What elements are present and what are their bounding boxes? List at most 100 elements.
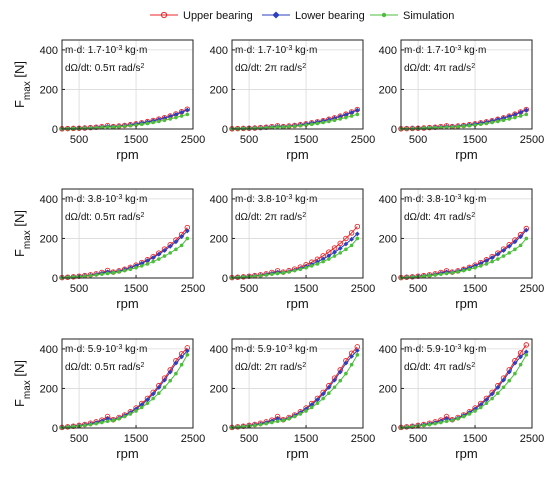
point-sim [450,418,455,423]
point-lower [179,234,185,240]
point-sim [332,254,337,258]
tick-label-x: 2500 [181,433,205,445]
tick-label-x: 500 [70,134,88,146]
point-sim [321,120,325,125]
tick-label-y: 400 [40,194,58,206]
tick-label-y: 200 [40,84,58,96]
point-lower [518,109,524,115]
tick-label-y: 400 [379,45,397,57]
panel-1-1: 500 1500 2500 0 200 400 m·d: 1.7·10-3 kg·m dΩ/d… [12,39,205,162]
point-sim [94,273,98,277]
point-lower [343,360,349,366]
point-lower [518,234,524,240]
axis-label-y-subscript: max [22,380,33,399]
point-sim [162,118,167,123]
point-lower [320,391,326,397]
annotation-md: m·d: 5.9·10-3 kg·m [65,344,147,356]
point-sim [344,371,348,376]
axis-label-x: rpm [286,446,308,461]
point-sim [168,378,173,383]
point-sim [332,385,337,390]
panel-3-2: 500 1500 2500 0 200 400 m·d: 5.9·10-3 kg·m dΩ/d… [210,338,375,461]
annotation-md-exponent: -3 [286,45,292,52]
tick-label-y: 200 [210,383,228,395]
point-lower [337,369,343,375]
point-sim [134,265,138,270]
point-sim [355,236,360,241]
point-sim [467,412,472,416]
point-lower [512,360,518,366]
point-sim [145,121,150,126]
axis-label-y-unit: [N] [12,61,27,81]
tick-label-x: 1500 [463,433,487,445]
tick-label-y: 0 [391,124,397,136]
point-sim [168,251,173,255]
tick-label-y: 400 [379,194,397,206]
point-sim [258,273,263,278]
annotation-rate-exponent: 2 [302,212,306,219]
point-lower [156,385,162,390]
point-lower [495,385,501,390]
annotation-rate-exponent: 2 [141,362,145,369]
point-sim [439,125,443,130]
tick-label-x: 1500 [294,134,318,146]
point-sim [264,421,268,426]
point-sim [404,275,409,280]
annotation-rate: dΩ/dt: 0.5π rad/s2 [65,362,145,374]
point-sim [427,273,432,278]
point-sim [473,409,477,413]
point-sim [258,422,263,427]
point-upper [348,230,355,236]
tick-label-x: 500 [240,433,258,445]
point-lower [444,416,449,422]
point-sim [134,123,138,127]
point-sim [287,416,291,421]
point-sim [88,273,93,278]
point-sim [275,125,280,129]
point-sim [332,118,337,123]
point-sim [128,123,133,128]
point-sim [82,274,87,279]
point-sim [270,420,274,425]
point-sim [139,122,144,127]
tick-label-y: 400 [40,344,58,356]
point-sim [309,405,314,410]
axis-label-y: Fmax [N] [12,61,33,108]
point-sim [117,124,121,129]
point-lower [484,258,489,263]
point-sim [496,257,500,261]
point-sim [315,121,320,126]
annotation-md-unit: kg·m [122,344,147,355]
point-sim [185,236,190,241]
point-sim [264,273,268,277]
annotation-rate-exponent: 2 [471,212,475,219]
annotation-rate-exponent: 2 [471,63,475,70]
point-sim [456,416,460,421]
point-lower [173,112,179,117]
point-lower [184,228,190,234]
point-lower [145,258,150,263]
axis-label-x: rpm [455,296,477,311]
point-lower [343,112,349,118]
point-sim [484,262,489,266]
point-lower [501,377,506,383]
point-sim [518,362,523,367]
tick-label-y: 200 [210,233,228,245]
annotation-md-exponent: -3 [116,45,122,52]
point-sim [461,268,466,273]
point-sim [327,257,331,261]
point-sim [507,378,512,383]
point-sim [94,421,98,426]
tick-label-x: 2500 [520,283,544,295]
point-sim [321,259,325,264]
point-sim [496,119,500,124]
legend-marker-sim [381,12,387,18]
point-sim [467,267,472,272]
point-lower [501,248,506,253]
point-lower [145,397,150,403]
point-sim [349,243,354,248]
tick-label-y: 0 [52,124,58,136]
point-sim [304,409,308,413]
axis-label-x: rpm [116,147,138,162]
point-lower [332,377,337,383]
